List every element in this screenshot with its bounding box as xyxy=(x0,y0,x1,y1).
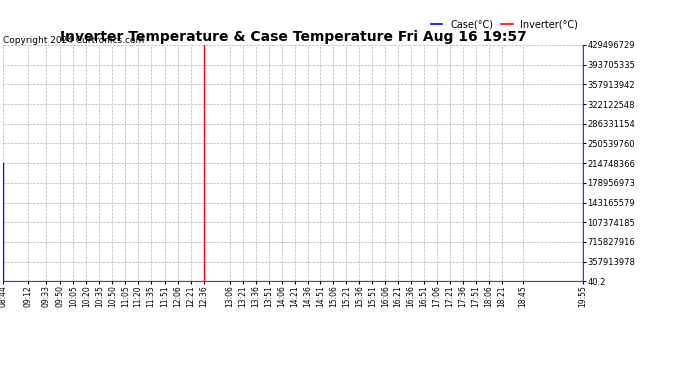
Text: Copyright 2024 Curtronics.com: Copyright 2024 Curtronics.com xyxy=(3,36,145,45)
Legend: Case(°C), Inverter(°C): Case(°C), Inverter(°C) xyxy=(431,19,578,29)
Title: Inverter Temperature & Case Temperature Fri Aug 16 19:57: Inverter Temperature & Case Temperature … xyxy=(60,30,526,44)
